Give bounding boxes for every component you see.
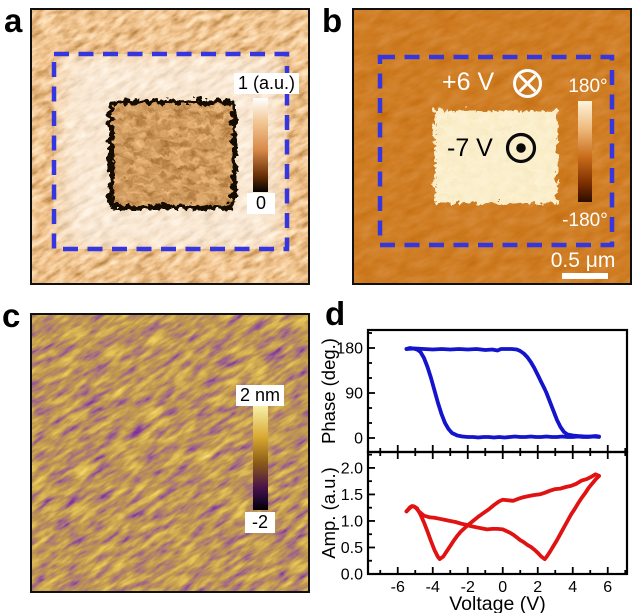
amp-sweep-down-curve [404, 473, 601, 562]
xtick-label: 4 [568, 579, 577, 596]
panel-a-letter: a [4, 2, 23, 39]
xtick-label: 0 [498, 579, 507, 596]
circled-cross-icon [513, 69, 542, 98]
colorbar-a-max-label: 1 (a.u.) [234, 73, 300, 94]
colorbar-a-min-label: 0 [247, 193, 275, 214]
colorbar-c-min-label: -2 [245, 512, 275, 533]
phase-ytick-label: 90 [345, 386, 363, 403]
colorbar-c-max-label: 2 nm [236, 385, 285, 406]
xtick-label: -4 [426, 579, 440, 596]
amplitude-ytick-label: 1.5 [341, 487, 363, 504]
xtick-label: 2 [533, 579, 542, 596]
circled-dot-icon [505, 132, 537, 164]
colorbar-b-max-label: 180° [568, 76, 608, 97]
colorbar-b [578, 101, 592, 202]
colorbar-a [253, 98, 268, 192]
amplitude-ytick-label: 2.0 [341, 460, 363, 477]
colorbar-b-min-label: -180° [562, 210, 608, 231]
xtick-label: 6 [603, 579, 612, 596]
pfm-phase-map [354, 10, 630, 283]
amplitude-ytick-label: 0.5 [341, 540, 363, 557]
colorbar-c [253, 406, 268, 510]
pfm-amplitude-image: 1 (a.u.) 0 [30, 8, 310, 285]
inner-bias-label: -7 V [447, 134, 493, 162]
panel-b-letter: b [322, 2, 343, 39]
amplitude-plot-box [366, 450, 629, 576]
poled-region-dashed-box-b [377, 54, 615, 248]
amplitude-y-axis-label: Amp. (a.u.) [320, 467, 339, 559]
xtick-label: -6 [391, 579, 405, 596]
outer-bias-label: +6 V [442, 68, 495, 96]
scalebar [562, 273, 608, 279]
x-axis-label: Voltage (V) [449, 593, 545, 613]
amplitude-ytick-label: 1.0 [341, 513, 363, 530]
phase-ytick-label: 180 [336, 341, 363, 358]
topography-map [32, 315, 308, 591]
phase-ytick-label: 0 [354, 431, 363, 448]
amp-sweep-up-curve [404, 472, 601, 562]
scalebar-label: 0.5 μm [550, 249, 616, 272]
panel-d-letter: d [325, 295, 346, 332]
poled-region-dashed-box-a [51, 51, 290, 252]
pfm-phase-image: +6 V -7 V 180° -180° 0.5 μm [352, 8, 632, 285]
panel-c-letter: c [2, 297, 21, 334]
phase-sweep-down-curve [404, 346, 601, 440]
phase-sweep-up-curve [404, 346, 601, 439]
topography-image: 2 nm -2 [30, 313, 310, 593]
phase-y-axis-label: Phase (deg.) [320, 338, 339, 444]
xtick-label: -2 [461, 579, 475, 596]
amplitude-ytick-label: 0.0 [341, 567, 363, 584]
